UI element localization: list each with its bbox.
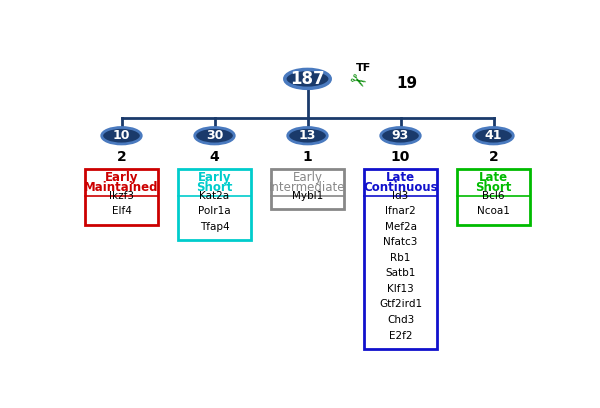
Text: Intermediate: Intermediate	[269, 181, 346, 194]
Text: Tfap4: Tfap4	[200, 222, 229, 232]
Text: 30: 30	[206, 129, 223, 142]
Text: Elf4: Elf4	[112, 206, 131, 216]
Text: Rb1: Rb1	[391, 253, 410, 263]
Text: Ikzf3: Ikzf3	[109, 191, 134, 201]
Ellipse shape	[288, 127, 327, 144]
Text: 2: 2	[116, 150, 127, 164]
Text: 187: 187	[290, 70, 325, 88]
Text: Continuous: Continuous	[363, 181, 438, 194]
Text: 19: 19	[396, 76, 417, 91]
Text: Gtf2ird1: Gtf2ird1	[379, 299, 422, 310]
Text: Late: Late	[386, 171, 415, 184]
Text: 10: 10	[113, 129, 130, 142]
Text: 41: 41	[485, 129, 502, 142]
Text: Mef2a: Mef2a	[385, 222, 416, 232]
FancyBboxPatch shape	[271, 169, 344, 209]
Text: Early: Early	[293, 171, 323, 184]
FancyBboxPatch shape	[364, 169, 437, 349]
Text: Early: Early	[198, 171, 231, 184]
Text: Klf13: Klf13	[387, 284, 414, 294]
Text: Late: Late	[479, 171, 508, 184]
Text: Ncoa1: Ncoa1	[477, 206, 510, 216]
Text: Short: Short	[475, 181, 512, 194]
Text: Bcl6: Bcl6	[482, 191, 505, 201]
FancyBboxPatch shape	[457, 169, 530, 224]
Text: Kat2a: Kat2a	[199, 191, 230, 201]
Text: Polr1a: Polr1a	[198, 206, 231, 216]
Ellipse shape	[195, 127, 234, 144]
Text: 10: 10	[391, 150, 410, 164]
Text: Short: Short	[196, 181, 233, 194]
Text: ✂: ✂	[344, 69, 368, 94]
Text: TF: TF	[356, 63, 371, 73]
Ellipse shape	[474, 127, 513, 144]
Text: E2f2: E2f2	[389, 330, 412, 341]
Text: 93: 93	[392, 129, 409, 142]
Text: 4: 4	[209, 150, 220, 164]
Text: Id3: Id3	[392, 191, 409, 201]
Text: Maintained: Maintained	[84, 181, 159, 194]
Ellipse shape	[285, 69, 330, 89]
Text: Satb1: Satb1	[385, 268, 416, 278]
FancyBboxPatch shape	[178, 169, 251, 240]
FancyBboxPatch shape	[85, 169, 158, 224]
Text: Mybl1: Mybl1	[292, 191, 323, 201]
Text: 13: 13	[299, 129, 316, 142]
Text: 1: 1	[302, 150, 313, 164]
Ellipse shape	[381, 127, 420, 144]
Ellipse shape	[102, 127, 141, 144]
Text: Ifnar2: Ifnar2	[385, 206, 416, 216]
Text: Nfatc3: Nfatc3	[383, 237, 418, 247]
Text: 2: 2	[488, 150, 499, 164]
Text: Chd3: Chd3	[387, 315, 414, 325]
Text: Early: Early	[105, 171, 138, 184]
